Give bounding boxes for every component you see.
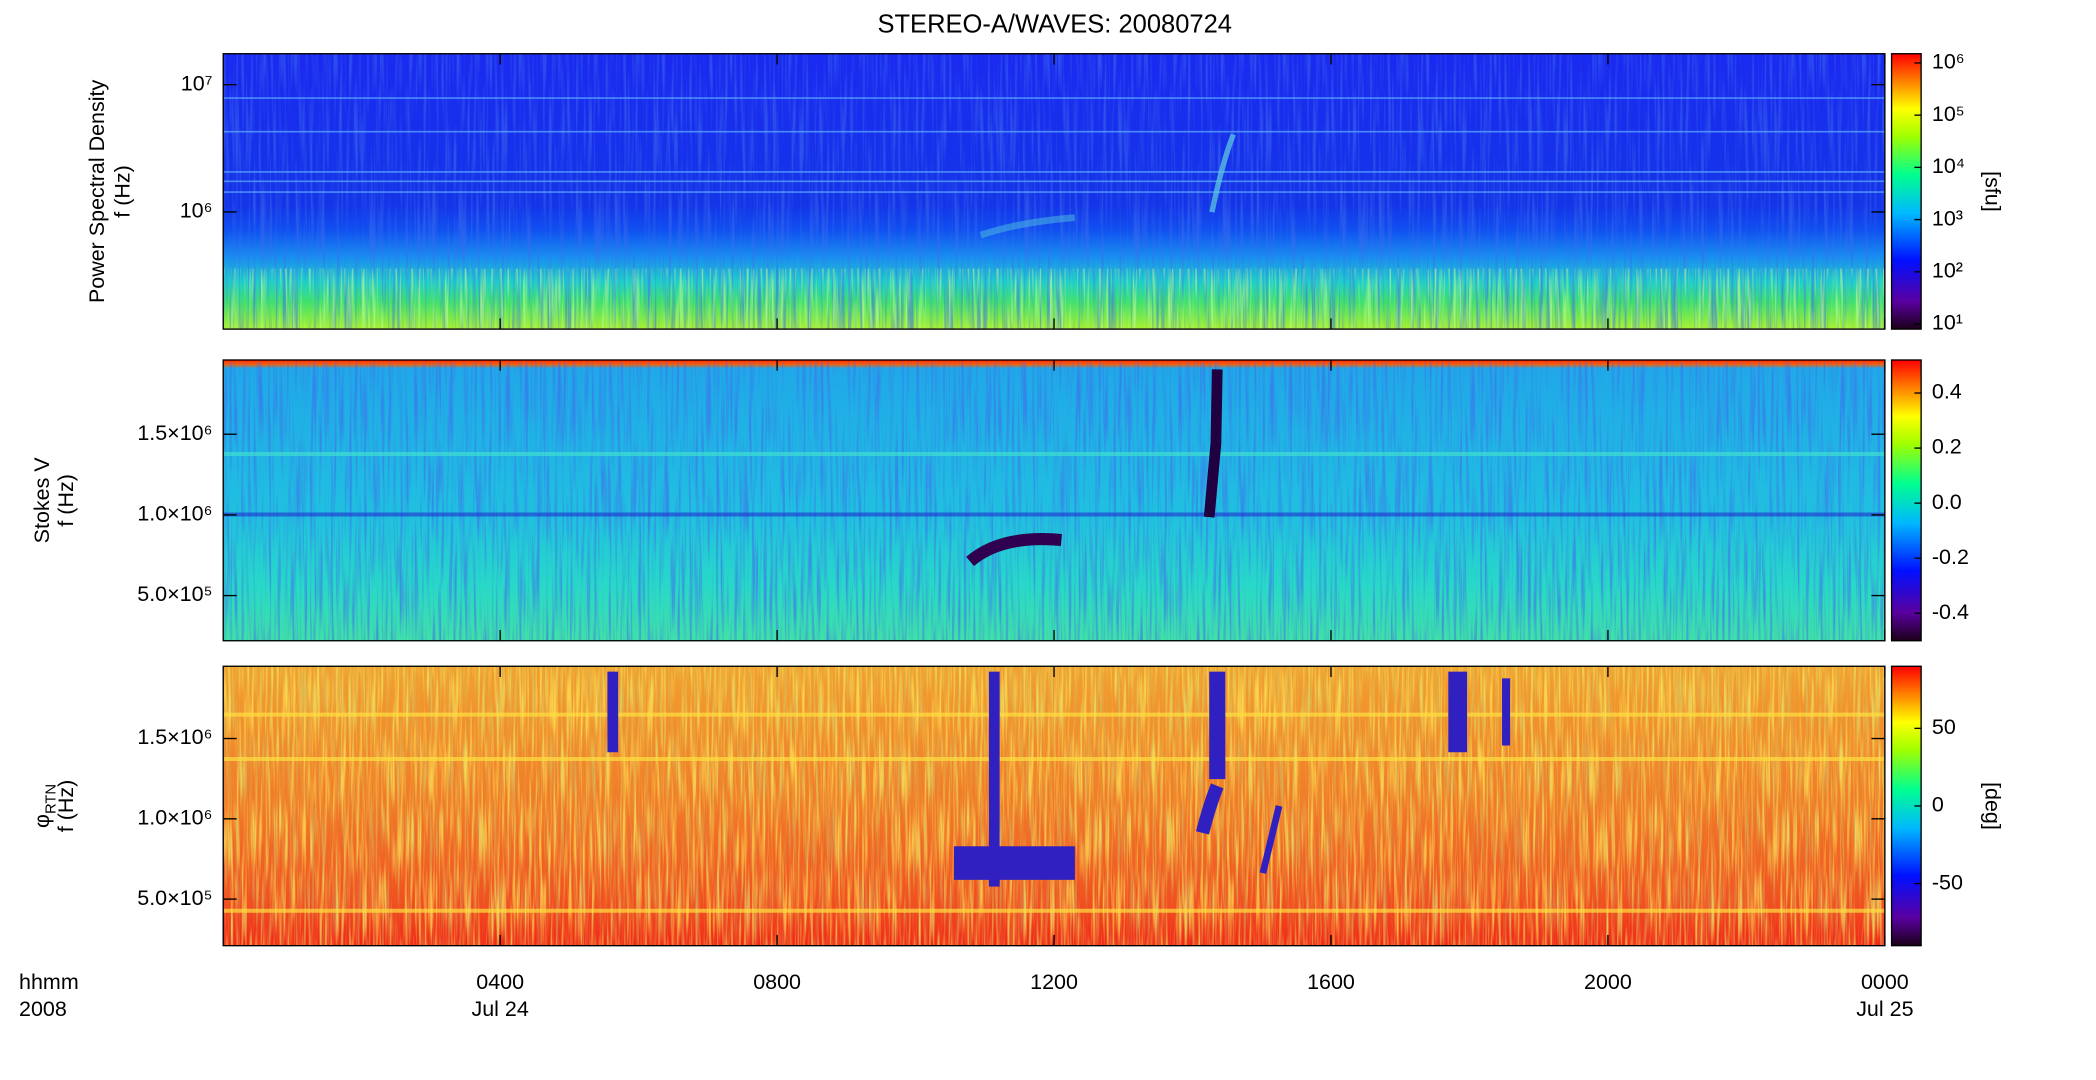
x-tick-label: 2000 xyxy=(1584,970,1632,994)
y-tick-label: 5.0×10⁵ xyxy=(137,582,212,606)
spectrogram-image xyxy=(223,666,1885,946)
colorbar-tick-label: 10¹ xyxy=(1932,311,1963,335)
y-tick-label: 1.5×10⁶ xyxy=(137,725,212,749)
colorbar-tick-label: 10³ xyxy=(1932,206,1963,230)
colorbar-tick-label: -0.4 xyxy=(1932,600,1969,624)
colorbar-tick-label: 0.4 xyxy=(1932,380,1962,404)
x-tick-label: 0800 xyxy=(753,970,801,994)
y-tick-label: 10⁷ xyxy=(181,71,213,95)
x-year-label: 2008 xyxy=(19,997,67,1021)
x-tick-label: 1600 xyxy=(1307,970,1355,994)
y-axis-label: Power Spectral Density xyxy=(85,80,109,304)
colorbar-tick-label: 10² xyxy=(1932,258,1963,282)
y-axis-label: Stokes V xyxy=(30,457,54,544)
x-date-label: Jul 24 xyxy=(471,997,528,1021)
colorbar-tick-label: 10⁴ xyxy=(1932,154,1965,178)
y-tick-label: 1.0×10⁶ xyxy=(137,502,212,526)
x-tick-label: 1200 xyxy=(1030,970,1078,994)
x-unit-label: hhmm xyxy=(19,970,79,994)
x-tick-label: 0000 xyxy=(1861,970,1909,994)
colorbar-tick-label: 50 xyxy=(1932,715,1956,739)
colorbar-tick-label: 10⁵ xyxy=(1932,102,1965,126)
colorbar xyxy=(1890,53,1922,330)
y-axis-label-subscript: RTN xyxy=(43,784,59,814)
y-axis-label: f (Hz) xyxy=(54,474,78,527)
colorbar-label: [sfu] xyxy=(1980,171,2004,212)
y-axis-label: f (Hz) xyxy=(110,165,134,218)
colorbar-tick-label: -0.2 xyxy=(1932,545,1969,569)
spectrogram-image xyxy=(223,53,1885,330)
colorbar-tick-label: -50 xyxy=(1932,870,1963,894)
y-tick-label: 10⁶ xyxy=(180,199,213,223)
y-tick-label: 1.5×10⁶ xyxy=(137,421,212,445)
x-tick-label: 0400 xyxy=(476,970,524,994)
y-tick-label: 5.0×10⁵ xyxy=(137,886,212,910)
colorbar-label: [deg] xyxy=(1980,782,2004,830)
colorbar xyxy=(1890,359,1922,642)
colorbar-tick-label: 0.2 xyxy=(1932,435,1962,459)
y-axis-label: f (Hz) xyxy=(54,780,78,833)
x-date-label: Jul 25 xyxy=(1856,997,1913,1021)
spectrogram-image xyxy=(223,360,1885,641)
title: STEREO-A/WAVES: 20080724 xyxy=(877,10,1232,38)
colorbar-tick-label: 0.0 xyxy=(1932,490,1962,514)
colorbar-tick-label: 10⁶ xyxy=(1932,50,1965,74)
colorbar-tick-label: 0 xyxy=(1932,793,1944,817)
y-tick-label: 1.0×10⁶ xyxy=(137,805,212,829)
